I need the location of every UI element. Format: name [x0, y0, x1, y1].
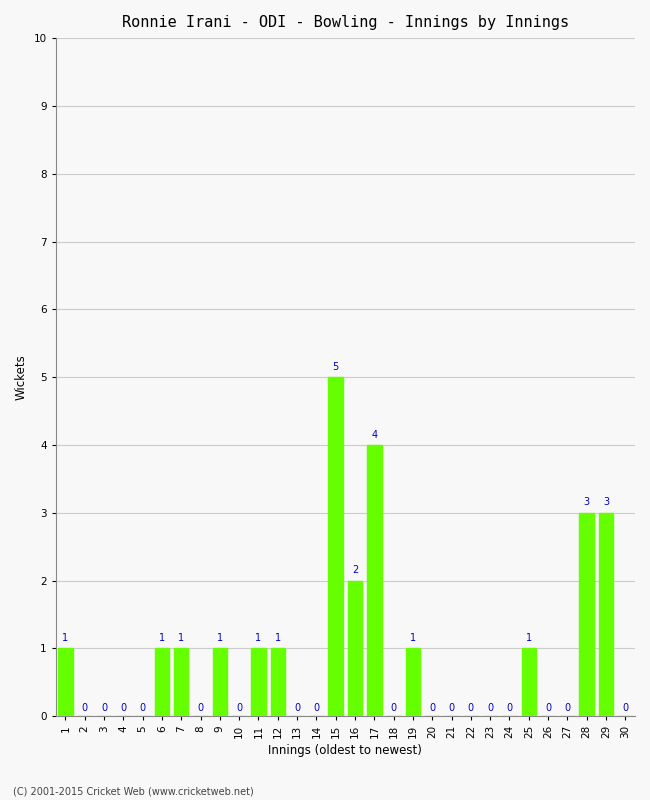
Text: 1: 1: [410, 633, 416, 643]
Text: 0: 0: [545, 702, 551, 713]
Bar: [251, 648, 266, 716]
Text: 4: 4: [371, 430, 378, 439]
Text: 1: 1: [275, 633, 281, 643]
Bar: [155, 648, 169, 716]
Text: 0: 0: [468, 702, 474, 713]
Bar: [580, 513, 594, 716]
Title: Ronnie Irani - ODI - Bowling - Innings by Innings: Ronnie Irani - ODI - Bowling - Innings b…: [122, 15, 569, 30]
Text: 0: 0: [487, 702, 493, 713]
Text: 0: 0: [622, 702, 629, 713]
Text: 0: 0: [236, 702, 242, 713]
Text: 0: 0: [564, 702, 571, 713]
Bar: [213, 648, 227, 716]
Bar: [348, 581, 362, 716]
Bar: [406, 648, 420, 716]
X-axis label: Innings (oldest to newest): Innings (oldest to newest): [268, 744, 422, 757]
Bar: [174, 648, 188, 716]
Text: 1: 1: [255, 633, 261, 643]
Text: 0: 0: [198, 702, 203, 713]
Text: 5: 5: [333, 362, 339, 372]
Text: 1: 1: [159, 633, 165, 643]
Text: 2: 2: [352, 565, 358, 575]
Text: 0: 0: [140, 702, 146, 713]
Y-axis label: Wickets: Wickets: [15, 354, 28, 400]
Bar: [328, 377, 343, 716]
Bar: [367, 445, 382, 716]
Bar: [270, 648, 285, 716]
Text: 0: 0: [82, 702, 88, 713]
Bar: [521, 648, 536, 716]
Text: 0: 0: [506, 702, 513, 713]
Text: 1: 1: [178, 633, 185, 643]
Text: 0: 0: [429, 702, 436, 713]
Text: 3: 3: [603, 498, 609, 507]
Text: 3: 3: [584, 498, 590, 507]
Bar: [599, 513, 614, 716]
Bar: [58, 648, 73, 716]
Text: 0: 0: [120, 702, 126, 713]
Text: 0: 0: [448, 702, 454, 713]
Text: 0: 0: [101, 702, 107, 713]
Text: 0: 0: [294, 702, 300, 713]
Text: 1: 1: [217, 633, 223, 643]
Text: 1: 1: [62, 633, 68, 643]
Text: (C) 2001-2015 Cricket Web (www.cricketweb.net): (C) 2001-2015 Cricket Web (www.cricketwe…: [13, 786, 254, 796]
Text: 0: 0: [313, 702, 319, 713]
Text: 1: 1: [526, 633, 532, 643]
Text: 0: 0: [391, 702, 396, 713]
